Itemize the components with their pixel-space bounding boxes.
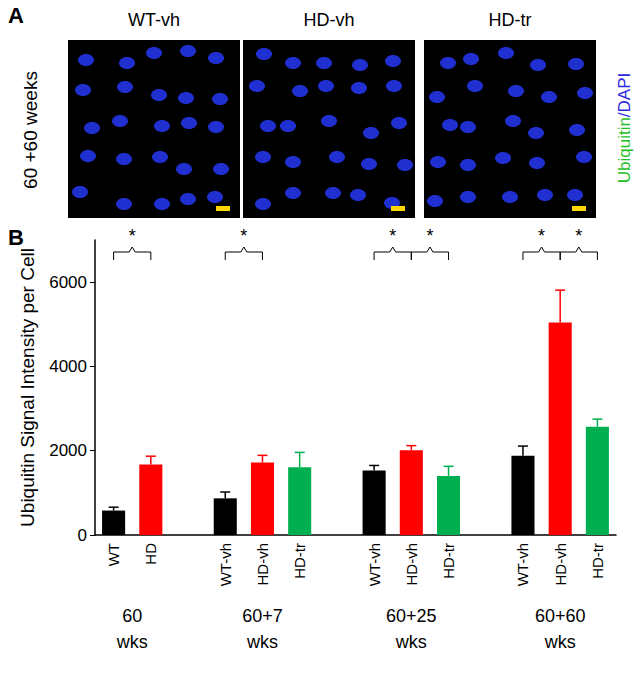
svg-text:WT-vh: WT-vh (366, 543, 383, 586)
svg-text:*: * (538, 226, 545, 246)
svg-text:wks: wks (246, 632, 278, 652)
svg-text:A: A (8, 3, 24, 28)
svg-text:0: 0 (78, 526, 87, 545)
svg-text:*: * (240, 226, 247, 246)
svg-text:60+25: 60+25 (386, 606, 437, 626)
svg-text:60: 60 (122, 606, 142, 626)
svg-text:wks: wks (544, 632, 576, 652)
svg-text:WT-vh: WT-vh (217, 543, 234, 586)
svg-text:B: B (8, 225, 24, 250)
svg-text:HD-tr: HD-tr (589, 543, 606, 579)
svg-text:4000: 4000 (49, 357, 87, 376)
svg-text:HD-vh: HD-vh (254, 543, 271, 586)
svg-text:HD: HD (142, 543, 159, 565)
svg-text:HD-vh: HD-vh (552, 543, 569, 586)
svg-text:HD-tr: HD-tr (489, 10, 532, 30)
svg-text:HD-tr: HD-tr (291, 543, 308, 579)
svg-text:wks: wks (395, 632, 427, 652)
svg-text:Ubiquitin Signal Intensity per: Ubiquitin Signal Intensity per Cell (17, 248, 38, 527)
svg-text:HD-tr: HD-tr (440, 543, 457, 579)
svg-text:/DAPI: /DAPI (615, 73, 634, 117)
svg-text:Ubiquitin: Ubiquitin (615, 117, 634, 183)
svg-text:*: * (426, 226, 433, 246)
svg-text:HD-vh: HD-vh (303, 10, 354, 30)
svg-text:WT: WT (105, 543, 122, 566)
svg-text:HD-vh: HD-vh (403, 543, 420, 586)
svg-text:WT-vh: WT-vh (514, 543, 531, 586)
svg-text:WT-vh: WT-vh (128, 10, 180, 30)
svg-text:2000: 2000 (49, 441, 87, 460)
svg-text:60 +60 weeks: 60 +60 weeks (20, 71, 41, 189)
svg-text:6000: 6000 (49, 273, 87, 292)
svg-text:wks: wks (116, 632, 148, 652)
svg-text:*: * (389, 226, 396, 246)
svg-text:60+60: 60+60 (535, 606, 586, 626)
svg-text:*: * (129, 226, 136, 246)
svg-text:*: * (575, 226, 582, 246)
svg-text:60+7: 60+7 (242, 606, 283, 626)
